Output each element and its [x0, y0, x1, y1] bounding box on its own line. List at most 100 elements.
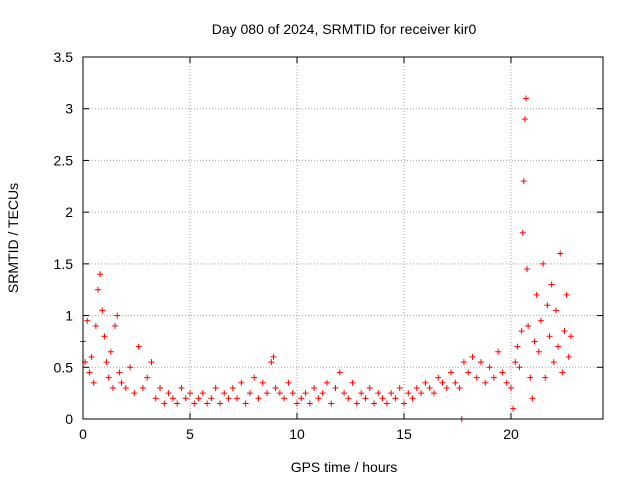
- x-axis-label: GPS time / hours: [291, 459, 398, 475]
- data-point: [531, 338, 538, 345]
- data-point: [182, 395, 189, 402]
- data-point: [456, 384, 463, 391]
- x-tick-label: 15: [396, 426, 412, 442]
- data-point: [533, 291, 540, 298]
- data-point: [148, 359, 155, 366]
- data-point: [439, 379, 446, 386]
- data-point: [234, 395, 241, 402]
- data-point: [332, 384, 339, 391]
- data-point: [99, 307, 106, 314]
- data-point: [131, 390, 138, 397]
- data-point: [490, 374, 497, 381]
- data-point: [94, 286, 101, 293]
- data-point: [561, 328, 568, 335]
- data-point: [116, 369, 123, 376]
- data-point: [499, 369, 506, 376]
- data-points: [80, 95, 574, 422]
- data-point: [328, 400, 335, 407]
- y-tick-label: 3: [65, 101, 73, 117]
- data-point: [392, 395, 399, 402]
- data-point: [221, 390, 228, 397]
- data-point: [512, 359, 519, 366]
- axis-ticks: 0 5 10 15 20 0 0.5 1 1.5 2 2.5 3 3.5: [54, 49, 603, 442]
- y-tick-label: 2.5: [54, 152, 74, 168]
- data-point: [186, 390, 193, 397]
- data-point: [238, 379, 245, 386]
- data-point: [268, 359, 275, 366]
- data-point: [251, 374, 258, 381]
- data-point: [358, 390, 365, 397]
- data-point: [298, 395, 305, 402]
- data-point: [199, 390, 206, 397]
- data-point: [565, 353, 572, 360]
- data-point: [276, 390, 283, 397]
- data-point: [105, 374, 112, 381]
- data-point: [195, 395, 202, 402]
- data-point: [567, 333, 574, 340]
- data-point: [486, 364, 493, 371]
- data-point: [84, 317, 91, 324]
- data-point: [161, 400, 168, 407]
- data-point: [311, 384, 318, 391]
- data-point: [448, 369, 455, 376]
- x-tick-label: 10: [289, 426, 305, 442]
- data-point: [544, 302, 551, 309]
- data-point: [388, 390, 395, 397]
- grid-lines: [83, 57, 603, 419]
- data-point: [495, 348, 502, 355]
- data-point: [204, 400, 211, 407]
- data-point: [281, 395, 288, 402]
- data-point: [270, 353, 277, 360]
- data-point: [112, 322, 119, 329]
- data-point: [521, 116, 528, 123]
- data-point: [174, 400, 181, 407]
- data-point: [139, 384, 146, 391]
- data-point: [482, 379, 489, 386]
- data-point: [349, 379, 356, 386]
- data-point: [375, 390, 382, 397]
- data-point: [285, 379, 292, 386]
- data-point: [289, 390, 296, 397]
- data-point: [169, 395, 176, 402]
- data-point: [306, 400, 313, 407]
- data-point: [548, 281, 555, 288]
- data-point: [255, 395, 262, 402]
- data-point: [520, 178, 527, 185]
- data-point: [563, 291, 570, 298]
- data-point: [90, 379, 97, 386]
- data-point: [103, 359, 110, 366]
- data-point: [555, 343, 562, 350]
- data-point: [552, 307, 559, 314]
- data-point: [302, 390, 309, 397]
- data-point: [114, 312, 121, 319]
- y-tick-label: 1: [65, 308, 73, 324]
- data-point: [409, 395, 416, 402]
- data-point: [336, 369, 343, 376]
- data-point: [101, 333, 108, 340]
- data-point: [379, 395, 386, 402]
- data-point: [473, 374, 480, 381]
- data-point: [191, 400, 198, 407]
- y-tick-label: 3.5: [54, 49, 74, 65]
- data-point: [507, 384, 514, 391]
- data-point: [405, 390, 412, 397]
- y-tick-label: 2: [65, 204, 73, 220]
- data-point: [371, 400, 378, 407]
- x-tick-label: 0: [79, 426, 87, 442]
- data-point: [341, 390, 348, 397]
- data-point: [413, 384, 420, 391]
- data-point: [540, 260, 547, 267]
- data-point: [546, 333, 553, 340]
- data-point: [107, 348, 114, 355]
- data-point: [319, 390, 326, 397]
- chart-title: Day 080 of 2024, SRMTID for receiver kir…: [212, 21, 477, 37]
- data-point: [518, 328, 525, 335]
- data-point: [524, 266, 531, 273]
- data-point: [366, 384, 373, 391]
- data-point: [208, 395, 215, 402]
- data-point: [86, 369, 93, 376]
- data-point: [152, 395, 159, 402]
- data-point: [97, 271, 104, 278]
- data-point: [272, 384, 279, 391]
- data-point: [514, 343, 521, 350]
